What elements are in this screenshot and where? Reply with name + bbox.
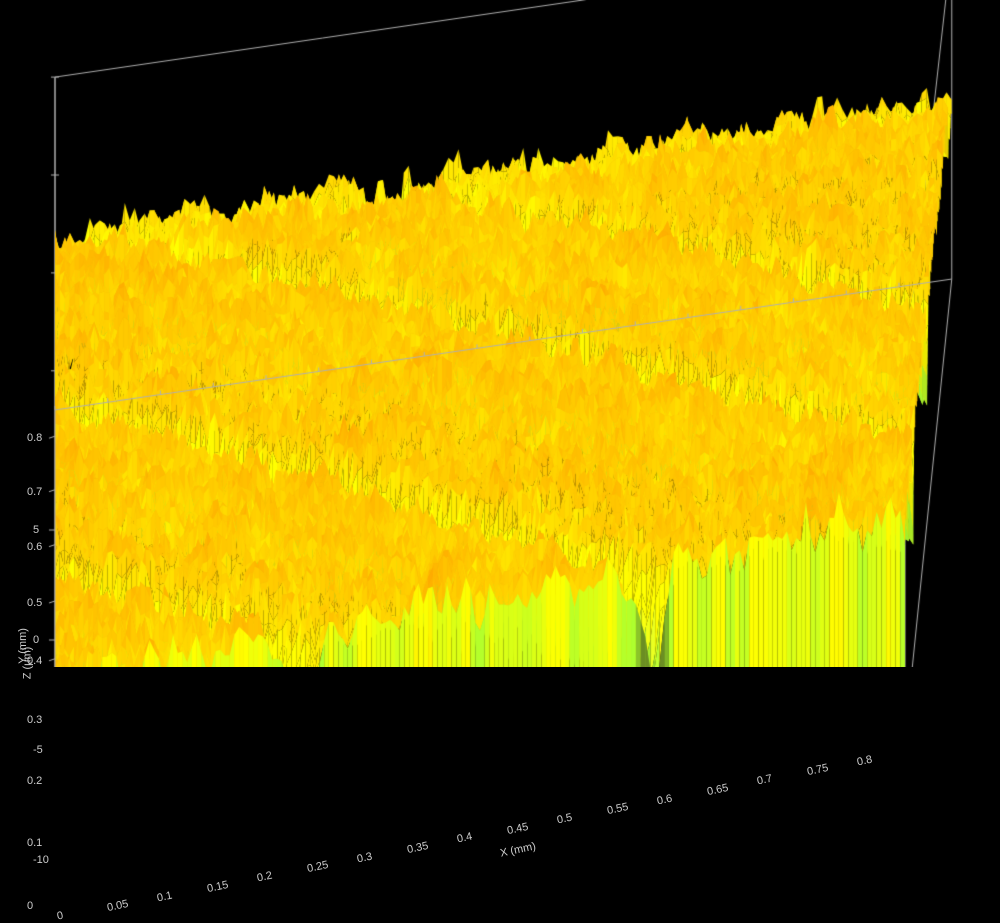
x-tick-label: 0.8: [856, 753, 873, 768]
x-tick-label: 0.15: [206, 879, 229, 895]
x-axis-title: X (mm): [499, 840, 537, 859]
z-tick-label: 0: [33, 634, 39, 646]
y-tick-label: 0.2: [27, 775, 42, 787]
x-tick-label: 0.6: [656, 792, 673, 807]
x-tick-label: 0.75: [806, 762, 829, 778]
x-tick-label: 0.2: [256, 870, 273, 885]
y-tick-label: 0.7: [27, 486, 42, 498]
x-tick-label: 0.65: [706, 782, 729, 798]
z-tick-label: -5: [33, 744, 43, 756]
x-tick-label: 0.4: [456, 831, 473, 846]
x-tick-label: 0.25: [306, 859, 329, 875]
x-tick-label: 0: [56, 909, 64, 922]
x-tick-label: 0.7: [756, 773, 773, 788]
x-tick-label: 0.55: [606, 801, 629, 817]
x-tick-label: 0.3: [356, 850, 373, 865]
y-tick-label: 0.8: [27, 432, 42, 444]
x-tick-label: 0.45: [506, 821, 529, 837]
x-tick-label: 0.1: [156, 889, 173, 904]
y-tick-label: 0: [27, 900, 33, 912]
z-tick-label: -10: [33, 854, 49, 866]
y-tick-label: 0.6: [27, 541, 42, 553]
x-tick-label: 0.05: [106, 898, 129, 914]
y-tick-label: 0.3: [27, 714, 42, 726]
surface-3d-plot[interactable]: [0, 0, 1000, 667]
x-tick-label: 0.5: [556, 811, 573, 826]
x-tick-label: 0.35: [406, 840, 429, 856]
z-tick-label: 5: [33, 524, 39, 536]
y-tick-label: 0.1: [27, 837, 42, 849]
y-tick-label: 0.4: [27, 655, 42, 667]
y-tick-label: 0.5: [27, 597, 42, 609]
